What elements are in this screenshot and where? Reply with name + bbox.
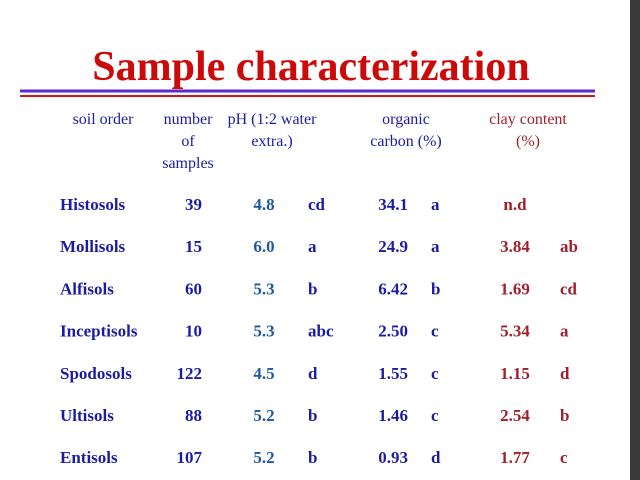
column-header: of <box>181 133 195 150</box>
table-cell: c <box>431 364 439 383</box>
column-header: samples <box>162 155 214 172</box>
table-cell: 122 <box>177 364 203 383</box>
column-header: (%) <box>516 133 540 150</box>
table-cell: 5.3 <box>253 322 274 341</box>
table-cell: b <box>308 448 317 467</box>
table-cell: b <box>431 279 440 298</box>
window-edge <box>630 0 640 480</box>
column-header: soil order <box>73 111 135 128</box>
table-cell: a <box>308 237 317 256</box>
column-header: pH (1:2 water <box>228 111 318 128</box>
table-cell: Spodosols <box>60 364 132 383</box>
table-cell: 5.34 <box>500 322 530 341</box>
table-cell: 1.55 <box>378 364 408 383</box>
table-cell: abc <box>308 322 334 341</box>
table-cell: a <box>431 237 440 256</box>
table-cell: Alfisols <box>60 279 114 298</box>
column-header: clay content <box>489 111 567 128</box>
table-cell: 0.93 <box>378 448 408 467</box>
table-cell: n.d <box>503 195 527 214</box>
table-cell: 60 <box>185 279 202 298</box>
table-cell: 5.2 <box>253 448 274 467</box>
table-cell: c <box>431 406 439 425</box>
table-cell: a <box>431 195 440 214</box>
table-cell: 2.50 <box>378 322 408 341</box>
table-cell: 6.42 <box>378 279 408 298</box>
table-cell: 4.8 <box>253 195 274 214</box>
table-cell: 24.9 <box>378 237 408 256</box>
table-cell: d <box>560 364 570 383</box>
table-cell: d <box>431 448 441 467</box>
table-cell: Ultisols <box>60 406 114 425</box>
slide-title: Sample characterization <box>92 44 529 90</box>
table-cell: d <box>308 364 318 383</box>
table-cell: 34.1 <box>378 195 408 214</box>
table-cell: 1.15 <box>500 364 530 383</box>
column-header: organic <box>382 111 430 128</box>
table-cell: c <box>431 322 439 341</box>
table: soil order number of samples pH (1:2 water ex… <box>60 111 578 467</box>
table-cell: ab <box>560 237 578 256</box>
table-cell: 88 <box>185 406 202 425</box>
table-cell: Mollisols <box>60 237 126 256</box>
table-cell: 1.77 <box>500 448 530 467</box>
table-cell: Inceptisols <box>60 322 138 341</box>
column-header: number <box>164 111 214 128</box>
table-cell: 5.2 <box>253 406 274 425</box>
table-cell: b <box>308 406 317 425</box>
table-cell: 6.0 <box>253 237 274 256</box>
table-cell: cd <box>308 195 326 214</box>
table-cell: 2.54 <box>500 406 530 425</box>
table-cell: 5.3 <box>253 279 274 298</box>
table-cell: 107 <box>177 448 203 467</box>
table-cell: 1.46 <box>378 406 408 425</box>
table-cell: 1.69 <box>500 279 530 298</box>
column-header: carbon (%) <box>370 133 442 150</box>
table-cell: 39 <box>185 195 202 214</box>
table-cell: 4.5 <box>253 364 274 383</box>
table-cell: cd <box>560 279 578 298</box>
column-header: extra.) <box>251 133 292 150</box>
table-cell: Entisols <box>60 448 118 467</box>
table-cell: a <box>560 322 569 341</box>
table-cell: 10 <box>185 322 202 341</box>
table-cell: b <box>308 279 317 298</box>
table-cell: 3.84 <box>500 237 530 256</box>
table-cell: c <box>560 448 568 467</box>
table-cell: b <box>560 406 569 425</box>
table-cell: 15 <box>185 237 202 256</box>
table-cell: Histosols <box>60 195 126 214</box>
